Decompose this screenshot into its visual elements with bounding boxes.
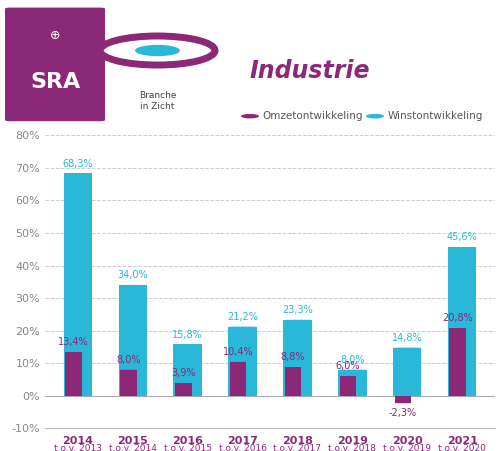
Bar — [283, 320, 312, 396]
Text: SRA: SRA — [30, 72, 80, 92]
Bar — [285, 367, 302, 396]
Text: 2016: 2016 — [172, 436, 203, 446]
Text: ⊕: ⊕ — [50, 29, 60, 42]
Bar — [340, 376, 356, 396]
Text: 13,4%: 13,4% — [58, 337, 89, 347]
Bar — [394, 396, 411, 403]
Text: 34,0%: 34,0% — [118, 270, 148, 280]
Bar — [66, 352, 82, 396]
Text: 8,0%: 8,0% — [116, 355, 140, 365]
Text: 6,0%: 6,0% — [336, 361, 360, 372]
Bar — [448, 247, 476, 396]
Text: Winstontwikkeling: Winstontwikkeling — [388, 111, 483, 121]
Text: t.o.v. 2017: t.o.v. 2017 — [274, 444, 322, 451]
Text: 14,8%: 14,8% — [392, 333, 422, 343]
FancyBboxPatch shape — [5, 8, 105, 121]
Bar — [228, 327, 257, 396]
Text: 20,8%: 20,8% — [442, 313, 473, 323]
Text: t.o.v. 2018: t.o.v. 2018 — [328, 444, 376, 451]
Circle shape — [366, 114, 384, 119]
Text: Branche
in Zicht: Branche in Zicht — [139, 91, 176, 111]
Circle shape — [135, 45, 180, 56]
Bar — [174, 345, 202, 396]
Text: 45,6%: 45,6% — [446, 232, 478, 243]
Bar — [64, 173, 92, 396]
Bar — [450, 328, 466, 396]
Text: t.o.v. 2014: t.o.v. 2014 — [109, 444, 156, 451]
Text: 10,4%: 10,4% — [223, 347, 254, 357]
Text: Omzetontwikkeling: Omzetontwikkeling — [262, 111, 363, 121]
Text: 68,3%: 68,3% — [62, 158, 93, 169]
Text: 2019: 2019 — [337, 436, 368, 446]
Bar — [175, 383, 192, 396]
Text: 23,3%: 23,3% — [282, 305, 313, 315]
Circle shape — [241, 114, 259, 119]
Circle shape — [100, 36, 215, 65]
Text: Industrie: Industrie — [250, 59, 370, 83]
Bar — [338, 370, 366, 396]
Text: t.o.v. 2013: t.o.v. 2013 — [54, 444, 102, 451]
Text: 2017: 2017 — [227, 436, 258, 446]
Bar — [393, 348, 422, 396]
Text: t.o.v. 2020: t.o.v. 2020 — [438, 444, 486, 451]
Text: 2015: 2015 — [118, 436, 148, 446]
Bar — [230, 362, 246, 396]
Text: 8,0%: 8,0% — [340, 355, 364, 365]
Text: 2021: 2021 — [446, 436, 478, 446]
Text: 2020: 2020 — [392, 436, 422, 446]
Text: 2018: 2018 — [282, 436, 313, 446]
Text: -2,3%: -2,3% — [388, 408, 417, 418]
Bar — [118, 285, 147, 396]
Text: t.o.v. 2015: t.o.v. 2015 — [164, 444, 212, 451]
Text: 3,9%: 3,9% — [171, 368, 196, 378]
Bar — [120, 370, 136, 396]
Text: 21,2%: 21,2% — [227, 312, 258, 322]
Text: t.o.v. 2019: t.o.v. 2019 — [383, 444, 431, 451]
Text: 2014: 2014 — [62, 436, 94, 446]
Text: 15,8%: 15,8% — [172, 330, 203, 340]
Text: 8,8%: 8,8% — [281, 352, 305, 362]
Text: t.o.v. 2016: t.o.v. 2016 — [218, 444, 266, 451]
